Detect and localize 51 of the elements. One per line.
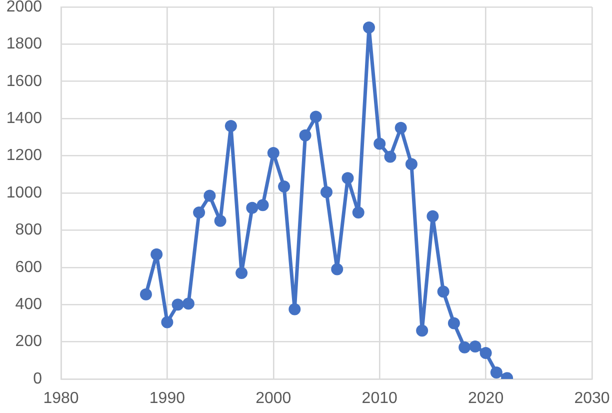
point [310,110,322,123]
y-tick-label: 800 [15,222,42,239]
x-tick-label: 1980 [43,390,79,408]
point [437,286,450,298]
y-tick-label: 1000 [6,184,42,202]
point [182,298,194,310]
y-tick-label: 1400 [6,110,42,128]
point [140,288,152,300]
point [352,206,364,219]
point [246,202,258,214]
y-tick-label: 1600 [6,72,42,90]
point [172,298,184,311]
point [342,172,354,184]
point [416,324,428,337]
point [384,150,396,163]
y-tick-label: 0 [33,370,42,388]
point [394,122,407,134]
x-tick-label: 2000 [256,390,292,408]
x-tick-label: 2020 [468,390,504,408]
point [256,199,269,212]
point [150,248,163,260]
y-tick-label: 1800 [6,36,42,53]
x-tick-label: 2030 [574,390,610,408]
point [214,214,226,227]
point [405,158,418,170]
point [193,206,206,219]
point [331,263,344,276]
point [236,266,248,279]
point [161,316,174,328]
point [204,190,216,202]
y-tick-label: 400 [15,296,42,314]
point [278,180,290,192]
x-tick-label: 2010 [362,390,398,408]
point [267,147,280,160]
point [448,317,460,330]
point [426,210,439,222]
point [490,366,502,378]
y-tick-label: 600 [15,258,42,276]
y-tick-label: 2000 [6,0,42,16]
point [320,186,332,198]
y-tick-label: 1200 [6,147,42,164]
point [299,129,312,142]
point [469,340,482,352]
point [480,346,492,359]
point [374,138,386,150]
point [224,120,237,132]
x-tick-label: 1990 [149,390,186,408]
point [458,341,471,354]
point [362,21,375,34]
point [288,303,301,316]
y-tick-label: 200 [15,333,42,350]
